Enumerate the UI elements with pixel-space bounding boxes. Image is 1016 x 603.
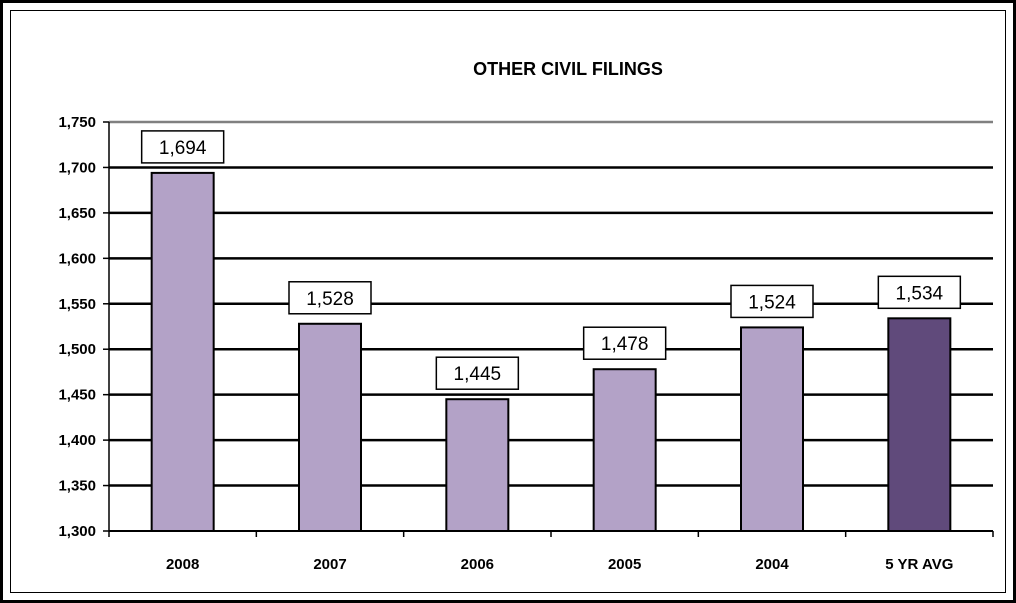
data-label-box	[435, 356, 520, 390]
y-tick-label: 1,650	[58, 205, 96, 222]
data-label: 1,524	[748, 292, 796, 313]
x-axis: 2008 2007 2006 2005 2004 5 YR AVG	[108, 530, 994, 573]
y-tick-label: 1,600	[58, 250, 96, 267]
y-tick-label: 1,300	[58, 523, 96, 540]
bar-5-yr-avg	[887, 317, 952, 532]
bars	[150, 171, 952, 533]
y-tick-label: 1,750	[58, 114, 96, 131]
bar-2008	[150, 171, 215, 533]
data-label-box	[140, 130, 225, 164]
y-tick-label: 1,350	[58, 478, 96, 495]
x-tick-label: 5 YR AVG	[885, 556, 953, 573]
data-label: 1,534	[896, 283, 944, 304]
x-tick-label: 2007	[313, 556, 346, 573]
x-tick-label: 2004	[755, 556, 789, 573]
y-tick-label: 1,550	[58, 296, 96, 313]
data-label-box	[582, 326, 667, 360]
x-tick-label: 2006	[461, 556, 494, 573]
y-tick-label: 1,700	[58, 159, 96, 176]
y-tick-label: 1,450	[58, 387, 96, 404]
data-label-box	[288, 281, 372, 315]
bar-2005	[592, 368, 657, 532]
data-label-box	[730, 284, 814, 319]
data-label: 1,528	[306, 289, 354, 310]
gridlines	[109, 120, 993, 487]
data-label: 1,445	[454, 364, 502, 385]
chart-inner-frame	[10, 10, 1006, 593]
bar-2006	[445, 398, 510, 533]
chart-title: OTHER CIVIL FILINGS	[473, 59, 663, 79]
y-tick-label: 1,400	[58, 432, 96, 449]
data-label: 1,478	[601, 334, 649, 355]
bar-2007	[298, 322, 362, 533]
y-tick-label: 1,500	[58, 341, 96, 358]
y-axis: 1,300 1,350 1,400 1,450 1,500 1,550 1,600 1,650…	[58, 114, 110, 540]
bar-2004	[740, 326, 804, 532]
x-tick-label: 2008	[166, 556, 199, 573]
data-label-box	[877, 275, 962, 310]
data-label: 1,694	[159, 138, 207, 159]
x-tick-label: 2005	[608, 556, 641, 573]
data-labels: 1,694 1,528 1,445 1,478 1,524 1,534	[140, 130, 962, 390]
